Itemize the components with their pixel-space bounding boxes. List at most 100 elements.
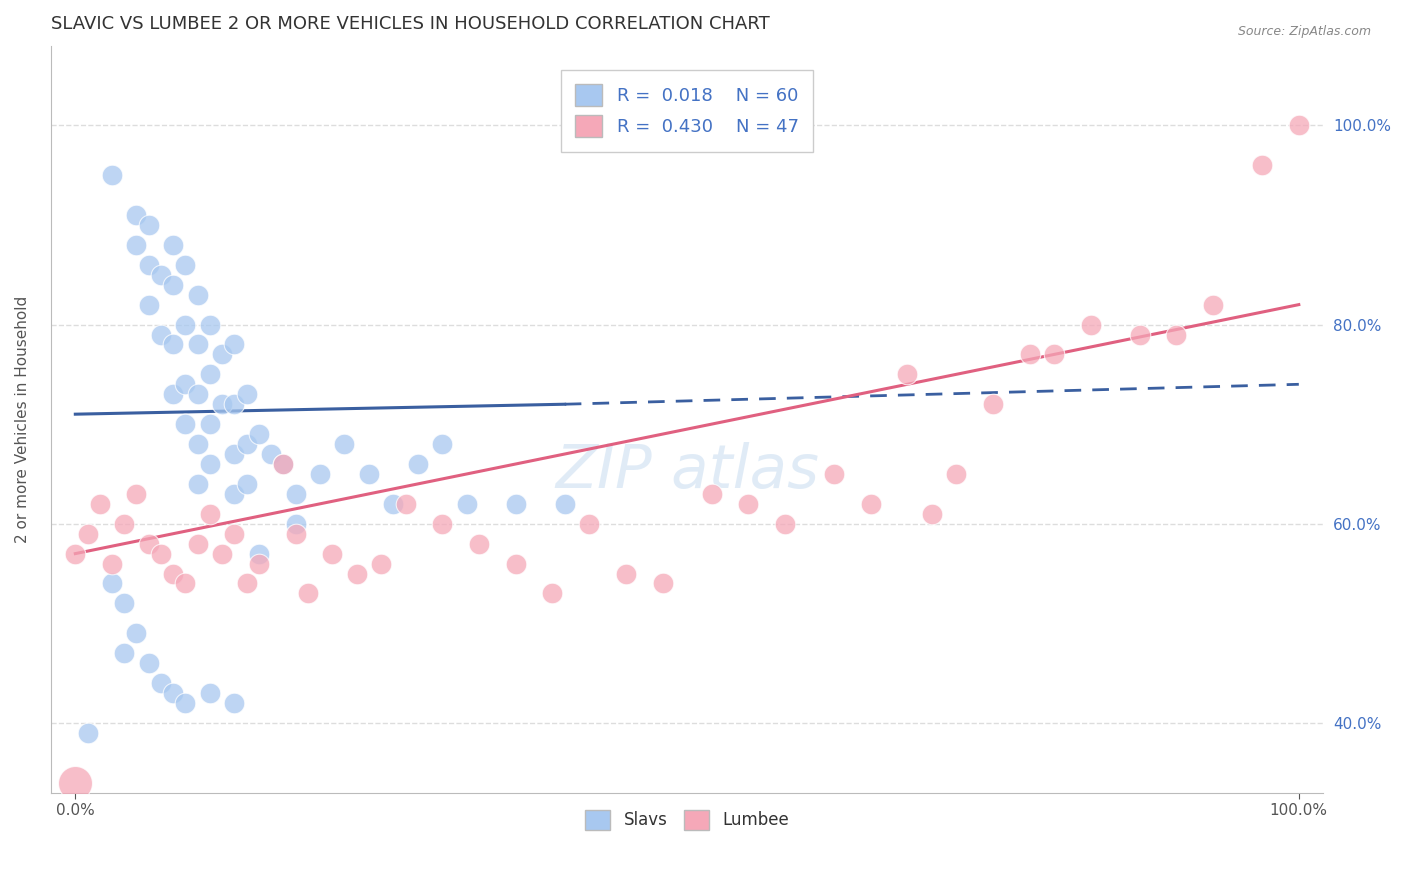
Point: [554, 497, 576, 511]
Point: [260, 447, 283, 461]
Point: [456, 497, 478, 511]
Point: [187, 476, 209, 491]
Point: [149, 268, 172, 282]
Point: [321, 547, 343, 561]
Point: [357, 467, 380, 481]
Point: [174, 318, 197, 332]
Point: [224, 397, 246, 411]
Point: [198, 368, 221, 382]
Point: [138, 218, 160, 232]
Point: [76, 526, 98, 541]
Point: [162, 337, 184, 351]
Point: [406, 457, 429, 471]
Point: [187, 536, 209, 550]
Point: [125, 238, 148, 252]
Point: [235, 576, 257, 591]
Point: [125, 626, 148, 640]
Point: [211, 397, 233, 411]
Point: [76, 726, 98, 740]
Point: [198, 318, 221, 332]
Point: [235, 387, 257, 401]
Point: [198, 457, 221, 471]
Point: [859, 497, 882, 511]
Point: [162, 238, 184, 252]
Point: [224, 526, 246, 541]
Point: [468, 536, 491, 550]
Point: [1251, 158, 1274, 172]
Point: [138, 258, 160, 272]
Point: [284, 526, 307, 541]
Point: [651, 576, 673, 591]
Point: [370, 557, 392, 571]
Point: [112, 596, 135, 610]
Point: [138, 536, 160, 550]
Point: [112, 516, 135, 531]
Point: [1202, 298, 1225, 312]
Point: [700, 487, 723, 501]
Point: [505, 557, 527, 571]
Point: [896, 368, 918, 382]
Point: [101, 576, 124, 591]
Point: [174, 377, 197, 392]
Point: [125, 487, 148, 501]
Point: [149, 327, 172, 342]
Point: [101, 168, 124, 182]
Point: [945, 467, 967, 481]
Point: [235, 437, 257, 451]
Point: [138, 656, 160, 670]
Point: [187, 287, 209, 301]
Point: [187, 437, 209, 451]
Point: [162, 277, 184, 292]
Point: [1043, 347, 1066, 361]
Point: [211, 347, 233, 361]
Point: [921, 507, 943, 521]
Point: [162, 686, 184, 700]
Point: [1129, 327, 1152, 342]
Point: [614, 566, 637, 581]
Point: [187, 387, 209, 401]
Point: [432, 437, 454, 451]
Point: [235, 476, 257, 491]
Point: [174, 576, 197, 591]
Point: [309, 467, 332, 481]
Point: [174, 696, 197, 710]
Point: [1080, 318, 1102, 332]
Point: [198, 507, 221, 521]
Point: [284, 516, 307, 531]
Point: [737, 497, 759, 511]
Point: [1166, 327, 1188, 342]
Point: [505, 497, 527, 511]
Point: [823, 467, 845, 481]
Text: Source: ZipAtlas.com: Source: ZipAtlas.com: [1237, 25, 1371, 38]
Y-axis label: 2 or more Vehicles in Household: 2 or more Vehicles in Household: [15, 295, 30, 543]
Point: [382, 497, 405, 511]
Point: [1018, 347, 1040, 361]
Point: [224, 487, 246, 501]
Point: [174, 417, 197, 431]
Point: [578, 516, 600, 531]
Point: [101, 557, 124, 571]
Point: [981, 397, 1004, 411]
Point: [198, 417, 221, 431]
Point: [211, 547, 233, 561]
Point: [773, 516, 796, 531]
Point: [247, 427, 270, 442]
Point: [138, 298, 160, 312]
Point: [149, 547, 172, 561]
Point: [174, 258, 197, 272]
Text: SLAVIC VS LUMBEE 2 OR MORE VEHICLES IN HOUSEHOLD CORRELATION CHART: SLAVIC VS LUMBEE 2 OR MORE VEHICLES IN H…: [51, 15, 769, 33]
Point: [224, 337, 246, 351]
Point: [89, 497, 111, 511]
Point: [297, 586, 319, 600]
Point: [187, 337, 209, 351]
Point: [162, 387, 184, 401]
Point: [65, 775, 87, 789]
Point: [149, 676, 172, 690]
Point: [162, 566, 184, 581]
Legend: Slavs, Lumbee: Slavs, Lumbee: [578, 803, 796, 837]
Point: [271, 457, 294, 471]
Point: [65, 547, 87, 561]
Point: [346, 566, 368, 581]
Point: [284, 487, 307, 501]
Point: [247, 557, 270, 571]
